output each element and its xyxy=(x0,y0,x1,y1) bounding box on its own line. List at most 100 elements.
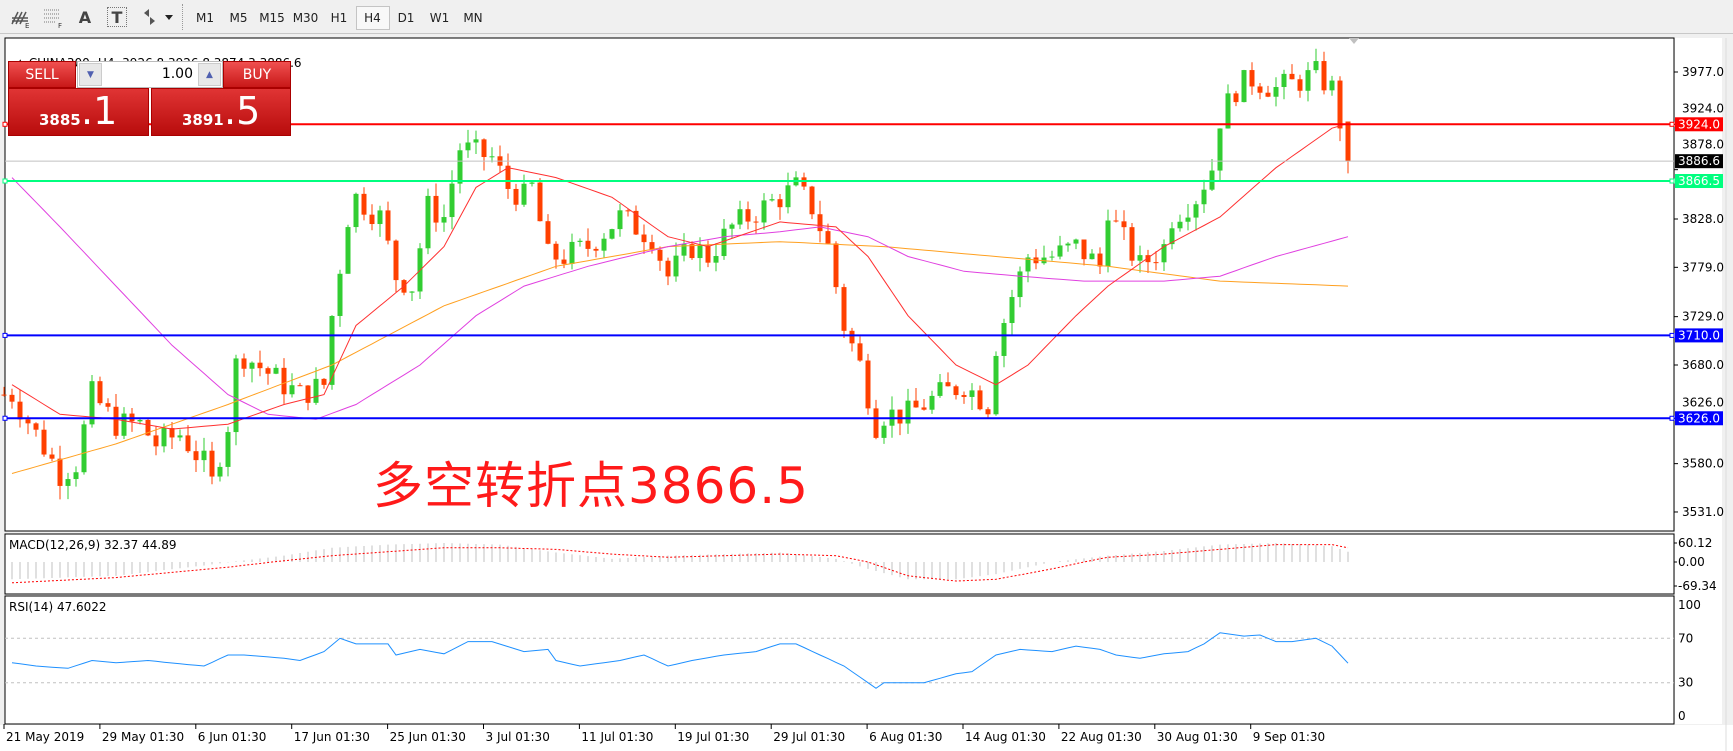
lot-increase-button[interactable]: ▲ xyxy=(198,63,221,86)
buy-label: BUY xyxy=(242,66,272,83)
bull-candle xyxy=(289,385,295,395)
bear-candle xyxy=(777,199,783,208)
price-tick-label: 3531.0 xyxy=(1682,505,1724,519)
bull-candle xyxy=(441,217,447,223)
text-icon[interactable]: A xyxy=(78,7,92,27)
arrows-icon[interactable] xyxy=(138,4,178,30)
bull-candle xyxy=(1273,87,1279,97)
bull-candle xyxy=(761,200,767,223)
bear-candle xyxy=(1121,221,1127,228)
bull-candle xyxy=(409,291,415,293)
rsi-tick-label: 100 xyxy=(1678,598,1701,612)
bear-candle xyxy=(1321,61,1327,91)
bear-candle xyxy=(705,245,711,263)
time-tick-label: 29 May 01:30 xyxy=(102,730,184,744)
bid-price-button[interactable]: 3885 .1 xyxy=(8,88,149,136)
timeframe-h1[interactable]: H1 xyxy=(330,11,348,25)
time-tick-label: 6 Aug 01:30 xyxy=(869,730,942,744)
bull-candle xyxy=(681,244,687,256)
time-tick-label: 6 Jun 01:30 xyxy=(198,730,267,744)
bull-candle xyxy=(1217,128,1223,171)
timeframe-m5[interactable]: M5 xyxy=(229,11,248,25)
sell-button[interactable]: SELL xyxy=(8,61,76,88)
text-label-icon[interactable]: T xyxy=(107,7,127,27)
bull-candle xyxy=(1001,323,1007,356)
bear-candle xyxy=(857,343,863,361)
bear-candle xyxy=(897,409,903,424)
time-tick-label: 9 Sep 01:30 xyxy=(1253,730,1325,744)
line-handle xyxy=(1669,415,1675,421)
timeframe-d1[interactable]: D1 xyxy=(397,11,415,25)
macd-histogram xyxy=(11,543,1349,580)
bull-candle xyxy=(465,142,471,151)
bull-candle xyxy=(529,182,535,184)
timeframe-mn[interactable]: MN xyxy=(463,11,483,25)
macd-tick-label: -69.34 xyxy=(1678,579,1717,593)
bull-candle xyxy=(1177,221,1183,229)
timeframe-m15[interactable]: M15 xyxy=(259,11,285,25)
bear-candle xyxy=(1345,121,1351,162)
bull-candle xyxy=(1241,70,1247,103)
bull-candle xyxy=(329,315,335,385)
price-tick-label: 3626.0 xyxy=(1682,395,1724,409)
bull-candle xyxy=(121,413,127,436)
bull-candle xyxy=(89,381,95,425)
sell-label: SELL xyxy=(25,66,59,83)
bear-candle xyxy=(209,450,215,477)
bull-candle xyxy=(1073,239,1079,244)
chart-objects-icon[interactable]: E xyxy=(6,4,36,30)
bull-candle xyxy=(881,425,887,438)
time-tick-label: 22 Aug 01:30 xyxy=(1061,730,1142,744)
line-handle xyxy=(2,178,8,184)
bull-candle xyxy=(273,367,279,374)
current-price-tag xyxy=(1675,154,1723,169)
bull-candle xyxy=(473,139,479,143)
bear-candle xyxy=(145,419,151,436)
timeframe-m30[interactable]: M30 xyxy=(292,11,319,25)
moving-average-fast xyxy=(11,122,1349,430)
bull-candle xyxy=(1161,244,1167,263)
time-tick-label: 14 Aug 01:30 xyxy=(965,730,1046,744)
bull-candle xyxy=(217,466,223,477)
price-axis xyxy=(1675,38,1722,724)
bull-candle xyxy=(201,450,207,461)
timeframe-h4[interactable]: H4 xyxy=(355,6,390,30)
line-price-label: 3626.0 xyxy=(1678,411,1720,425)
bear-candle xyxy=(9,394,15,402)
svg-text:E: E xyxy=(25,22,29,28)
timeframe-w1[interactable]: W1 xyxy=(429,11,450,25)
bear-candle xyxy=(257,362,263,369)
bear-candle xyxy=(241,358,247,369)
bear-candle xyxy=(1113,220,1119,222)
bull-candle xyxy=(1009,297,1015,324)
ask-price-button[interactable]: 3891 .5 xyxy=(151,88,291,136)
time-tick-label: 11 Jul 01:30 xyxy=(581,730,653,744)
bear-candle xyxy=(593,248,599,251)
lot-decrease-button[interactable]: ▼ xyxy=(79,63,102,86)
rsi-line xyxy=(11,632,1349,689)
time-tick-label: 19 Jul 01:30 xyxy=(677,730,749,744)
bull-candle xyxy=(1089,253,1095,260)
bear-candle xyxy=(17,401,23,420)
buy-button[interactable]: BUY xyxy=(223,61,291,88)
bull-candle xyxy=(81,424,87,473)
macd-pane xyxy=(4,533,1675,595)
bear-candle xyxy=(57,458,63,486)
moving-average-slow xyxy=(11,241,1349,474)
bear-candle xyxy=(825,231,831,244)
grid-icon[interactable]: F xyxy=(38,4,68,30)
time-tick-label: 25 Jun 01:30 xyxy=(390,730,466,744)
bear-candle xyxy=(873,408,879,438)
svg-text:F: F xyxy=(58,22,62,28)
bid-price-fraction: .1 xyxy=(81,89,118,133)
lot-input[interactable]: 1.00 xyxy=(161,66,193,82)
timeframe-m1[interactable]: M1 xyxy=(196,11,214,25)
ask-price-main: 3891 xyxy=(182,111,224,129)
rsi-tick-label: 30 xyxy=(1678,676,1693,690)
bull-candle xyxy=(249,362,255,369)
bull-candle xyxy=(73,472,79,480)
bull-candle xyxy=(577,240,583,242)
bear-candle xyxy=(41,429,47,455)
bull-candle xyxy=(161,428,167,447)
